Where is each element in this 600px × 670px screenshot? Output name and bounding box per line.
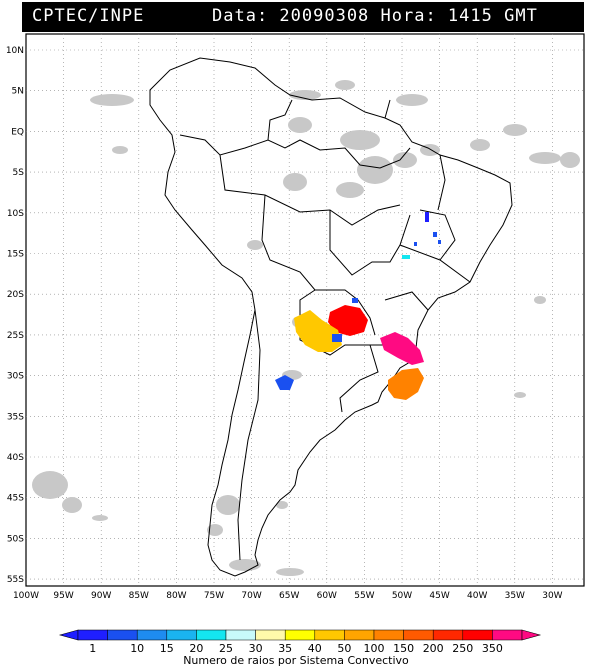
colorbar-segment <box>107 629 138 641</box>
lat-label: 30S <box>7 372 24 382</box>
lon-label: 70W <box>241 591 261 601</box>
lon-label: 60W <box>317 591 337 601</box>
map-frame <box>25 33 585 587</box>
lat-label: 20S <box>7 290 24 300</box>
datetime-label: Data: 20090308 Hora: 1415 GMT <box>212 6 538 26</box>
colorbar-tick-label: 35 <box>278 642 292 655</box>
lon-label: 90W <box>91 591 111 601</box>
colorbar-tick-label: 40 <box>308 642 322 655</box>
lon-label: 30W <box>542 591 562 601</box>
colorbar-segment <box>255 629 286 641</box>
colorbar-tick-label: 50 <box>337 642 351 655</box>
lon-label: 65W <box>279 591 299 601</box>
colorbar-tick-label: 1 <box>89 642 96 655</box>
source-label: CPTEC/INPE <box>32 6 145 26</box>
lon-label: 55W <box>354 591 374 601</box>
colorbar-segment <box>432 629 464 641</box>
lat-label: 35S <box>7 412 24 422</box>
lat-label: 15S <box>7 250 24 260</box>
colorbar-segment <box>166 629 197 641</box>
colorbar-tick-label: 15 <box>160 642 174 655</box>
colorbar-segment <box>462 629 493 641</box>
latitude-labels: 10N 5N EQ 5S 10S 15S 20S 25S 30S 35S 40S 45S 50S 55S <box>6 46 24 585</box>
lon-label: 100W <box>13 591 39 601</box>
colorbar-segment <box>77 629 108 641</box>
colorbar-segment <box>492 629 523 641</box>
lat-label: 5N <box>12 87 24 97</box>
longitude-labels: 100W 95W 90W 85W 80W 75W 70W 65W 60W 55W 50W 45W 40W… <box>13 591 563 601</box>
lat-label: 10N <box>6 46 24 56</box>
colorbar <box>58 629 542 641</box>
lat-label: EQ <box>11 127 24 137</box>
colorbar-tick-label: 25 <box>219 642 233 655</box>
colorbar-right-arrow <box>521 629 542 641</box>
lat-label: 45S <box>7 494 24 504</box>
colorbar-segment <box>196 629 227 641</box>
lat-label: 10S <box>7 209 24 219</box>
coastline <box>149 57 513 577</box>
title-bar: CPTEC/INPE Data: 20090308 Hora: 1415 GMT <box>22 2 584 32</box>
colorbar-title: Numero de raios por Sistema Convectivo <box>183 654 409 667</box>
lon-label: 75W <box>204 591 224 601</box>
colorbar-tick-label: 350 <box>482 642 503 655</box>
lat-label: 55S <box>7 575 24 585</box>
colorbar-tick-label: 30 <box>249 642 263 655</box>
colorbar-tick-label: 20 <box>189 642 203 655</box>
lon-label: 50W <box>392 591 412 601</box>
lon-label: 80W <box>166 591 186 601</box>
lat-label: 25S <box>7 331 24 341</box>
lon-label: 95W <box>53 591 73 601</box>
colorbar-labels: 1 10 15 20 25 30 35 40 50 100 150 200 250 350 <box>89 642 503 655</box>
colorbar-segment <box>344 629 375 641</box>
colorbar-segment <box>314 629 345 641</box>
lat-label: 50S <box>7 534 24 544</box>
lon-label: 85W <box>129 591 149 601</box>
lon-label: 35W <box>505 591 525 601</box>
colorbar-tick-label: 200 <box>423 642 444 655</box>
colorbar-tick-label: 250 <box>452 642 473 655</box>
colorbar-segment <box>284 629 316 641</box>
lat-label: 40S <box>7 453 24 463</box>
lightning-systems <box>275 212 441 400</box>
colorbar-segment <box>403 629 434 641</box>
lon-label: 45W <box>429 591 449 601</box>
colorbar-tick-label: 100 <box>364 642 385 655</box>
colorbar-tick-label: 150 <box>393 642 414 655</box>
colorbar-segment <box>136 629 168 641</box>
colorbar-segment <box>373 629 404 641</box>
lat-label: 5S <box>13 168 25 178</box>
lat-lon-grid <box>26 34 584 586</box>
lon-label: 40W <box>467 591 487 601</box>
colorbar-tick-label: 10 <box>130 642 144 655</box>
colorbar-segment <box>225 629 256 641</box>
colorbar-left-arrow <box>58 629 79 641</box>
